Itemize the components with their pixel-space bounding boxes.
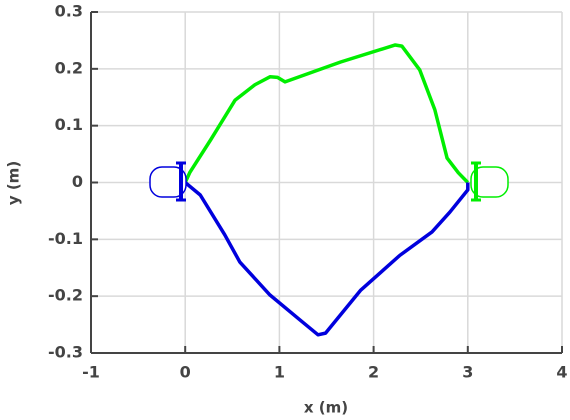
trajectory-line <box>183 43 470 184</box>
robot-start <box>149 161 187 202</box>
plot-area: -1 0 1 2 3 4 -0.3 -0.2 -0.1 0 0.1 0.2 0.3 <box>48 2 568 382</box>
y-tick-label: -0.3 <box>48 343 83 362</box>
x-axis-label: x (m) <box>304 399 348 417</box>
y-axis-label: y (m) <box>5 161 23 205</box>
y-tick-label: -0.2 <box>48 286 83 305</box>
y-tick-label: 0.3 <box>55 2 83 21</box>
y-tick-label: -0.1 <box>48 229 83 248</box>
x-tick-label: 0 <box>180 363 191 382</box>
x-tick-label: 2 <box>368 363 379 382</box>
x-tick-label: -1 <box>82 363 100 382</box>
x-tick-label: 4 <box>556 363 567 382</box>
y-tick-label: 0.1 <box>55 115 83 134</box>
trajectory-line <box>184 181 470 337</box>
x-tick-label: 1 <box>274 363 285 382</box>
robot-goal <box>470 161 509 202</box>
x-tick-label: 3 <box>462 363 473 382</box>
y-tick-label: 0.2 <box>55 58 83 77</box>
y-tick-label: 0 <box>72 172 83 191</box>
